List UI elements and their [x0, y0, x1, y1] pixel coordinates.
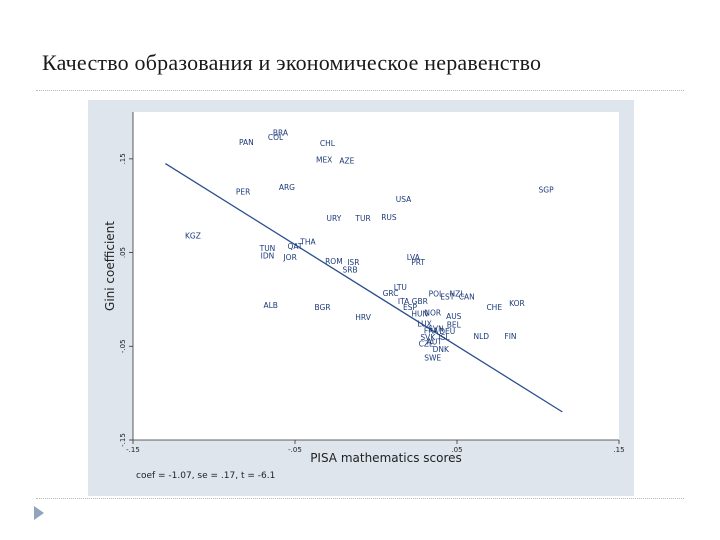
point-label-tur: TUR [354, 214, 370, 223]
point-label-gbr: GBR [412, 297, 428, 306]
point-label-tun: TUN [259, 244, 276, 253]
point-label-swe: SWE [424, 353, 441, 362]
point-label-chl: CHL [320, 139, 336, 148]
point-label-bra: BRA [273, 129, 289, 138]
fitted-regression-line [165, 162, 563, 413]
y-tick-label: -.15 [119, 433, 127, 447]
point-label-deu: DEU [439, 327, 455, 336]
point-label-cze: CZE [419, 339, 434, 348]
point-label-rus: RUS [381, 213, 397, 222]
x-tick-label: .05 [451, 446, 462, 454]
x-tick-label: .15 [613, 446, 624, 454]
plot-area [133, 112, 619, 440]
y-axis-title: Gini coefficient [103, 221, 117, 311]
point-label-isr: ISR [347, 258, 359, 267]
point-label-pol: POL [429, 290, 444, 299]
y-tick-label: .15 [119, 153, 127, 164]
point-label-ury: URY [326, 214, 341, 223]
slide-title: Качество образования и экономическое нер… [42, 50, 542, 75]
point-label-lva: LVA [407, 253, 421, 262]
point-label-aut: AUT [427, 338, 443, 347]
point-label-mex: MEX [316, 156, 332, 165]
x-axis-title: PISA mathematics scores [310, 451, 462, 465]
y-tick-label: .05 [119, 247, 127, 258]
point-label-bgr: BGR [315, 303, 331, 312]
point-label-aus: AUS [446, 312, 462, 321]
point-label-srb: SRB [343, 265, 358, 274]
x-tick-label: -.15 [126, 446, 140, 454]
point-label-hun: HUN [411, 309, 428, 318]
point-label-usa: USA [396, 195, 412, 204]
point-label-che: CHE [486, 303, 502, 312]
point-label-arg: ARG [279, 183, 295, 192]
point-label-col: COL [268, 133, 284, 142]
scatter-figure: -.15 -.05 .05 .15 -.15 -.05 .05 .15 BRA COL PAN CH… [88, 100, 634, 496]
point-label-nld: NLD [474, 332, 490, 341]
point-label-per: PER [236, 188, 250, 197]
point-label-ita: ITA [398, 297, 410, 306]
bullet-arrow-icon [34, 506, 44, 520]
point-label-lux: LUX [417, 320, 431, 329]
point-label-rom: ROM [325, 257, 343, 266]
x-tick-label: -.05 [288, 446, 302, 454]
point-label-ltu: LTU [394, 283, 407, 292]
point-label-aze: AZE [339, 157, 354, 166]
point-label-fin: FIN [504, 332, 516, 341]
point-label-pan: PAN [239, 138, 254, 147]
point-label-qat: QAT [287, 242, 302, 251]
point-label-fra: FRA [424, 326, 439, 335]
point-label-kgz: KGZ [185, 232, 201, 241]
point-label-esp: ESP [403, 303, 417, 312]
point-label-kor: KOR [509, 299, 525, 308]
point-label-hrv: HRV [355, 313, 371, 322]
point-label-idn: IDN [261, 251, 275, 260]
point-label-nor: NOR [424, 308, 441, 317]
point-label-prt: PRT [411, 258, 425, 267]
point-label-alb: ALB [263, 301, 277, 310]
footer-divider [36, 498, 684, 499]
point-label-svk: SVK [420, 333, 436, 342]
point-label-dnk: DNK [433, 345, 450, 354]
point-label-jor: JOR [282, 253, 296, 262]
point-label-svn: SVN [428, 324, 444, 333]
title-divider [36, 90, 684, 91]
regression-note: coef = -1.07, se = .17, t = -6.1 [136, 471, 275, 481]
point-label-nzl: NZL [450, 290, 466, 299]
point-label-bel: BEL [447, 321, 462, 330]
point-label-grc: GRC [383, 289, 399, 298]
point-label-sgp: SGP [539, 186, 555, 195]
point-label-isl: ISL [438, 333, 450, 342]
point-label-tha: THA [299, 237, 316, 246]
y-tick-label: -.05 [119, 339, 127, 353]
point-label-can: CAN [459, 293, 475, 302]
point-label-est: EST [440, 293, 454, 302]
